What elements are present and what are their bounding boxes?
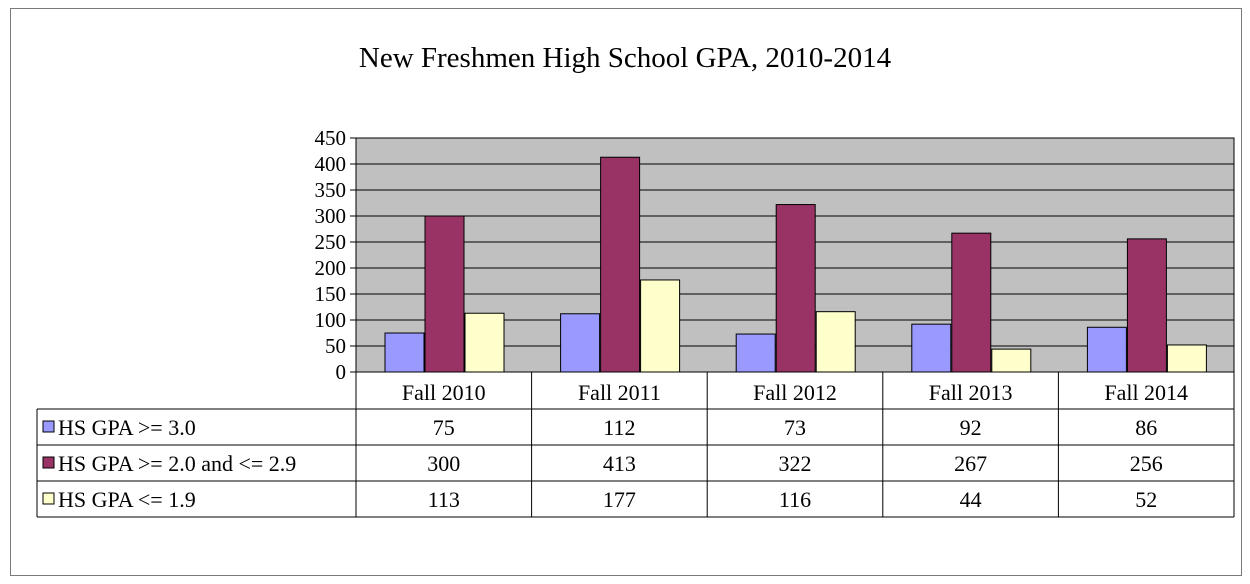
y-tick-label: 350 [315,178,347,202]
y-tick-label: 250 [315,230,347,254]
bar [424,215,465,373]
legend-label: HS GPA >= 3.0 [58,415,196,440]
legend-key [42,420,55,433]
category-label: Fall 2013 [929,380,1013,405]
table-cell-value: 267 [954,451,987,476]
y-tick-label: 200 [315,256,347,280]
bar [384,332,425,373]
bar [775,204,816,373]
y-tick-label: 100 [315,308,347,332]
table-cell-value: 300 [427,451,460,476]
bar [735,333,776,373]
bar [991,348,1032,373]
bar [464,312,505,373]
table-cell-value: 322 [779,451,812,476]
category-label: Fall 2014 [1104,380,1188,405]
table-cell-value: 86 [1135,415,1157,440]
bar [815,311,856,373]
y-tick-label: 400 [315,152,347,176]
bars [384,156,1207,373]
table-cell-value: 52 [1135,487,1157,512]
bar [911,323,952,373]
category-label: Fall 2010 [402,380,486,405]
table-cell-value: 413 [603,451,636,476]
y-tick-label: 150 [315,282,347,306]
legend-key [42,456,55,469]
bar [951,232,992,373]
table-cell-value: 177 [603,487,636,512]
bar [600,156,641,373]
table-cell-value: 44 [960,487,982,512]
table-cell-value: 256 [1130,451,1163,476]
legend-label: HS GPA >= 2.0 and <= 2.9 [58,451,296,476]
legend-label: HS GPA <= 1.9 [58,487,196,512]
bar [1166,344,1207,373]
bar [1086,326,1127,373]
bar [640,279,681,373]
legend-key [42,492,55,505]
category-label: Fall 2012 [753,380,837,405]
chart-title: New Freshmen High School GPA, 2010-2014 [358,42,892,74]
y-tick-label: 300 [315,204,347,228]
bar [560,313,601,373]
table-cell-value: 92 [960,415,982,440]
table-cell-value: 73 [784,415,806,440]
bar [1126,238,1167,373]
y-tick-label: 0 [336,360,347,384]
y-tick-label: 450 [315,126,347,150]
table-cell-value: 75 [433,415,455,440]
table-cell-value: 112 [603,415,635,440]
category-label: Fall 2011 [578,380,661,405]
y-tick-label: 50 [325,334,346,358]
table-cell-value: 113 [428,487,460,512]
table-cell-value: 116 [779,487,811,512]
data-table: Fall 2010 Fall 2011 Fall 2012 Fall 2013 Fall… [36,371,1235,518]
